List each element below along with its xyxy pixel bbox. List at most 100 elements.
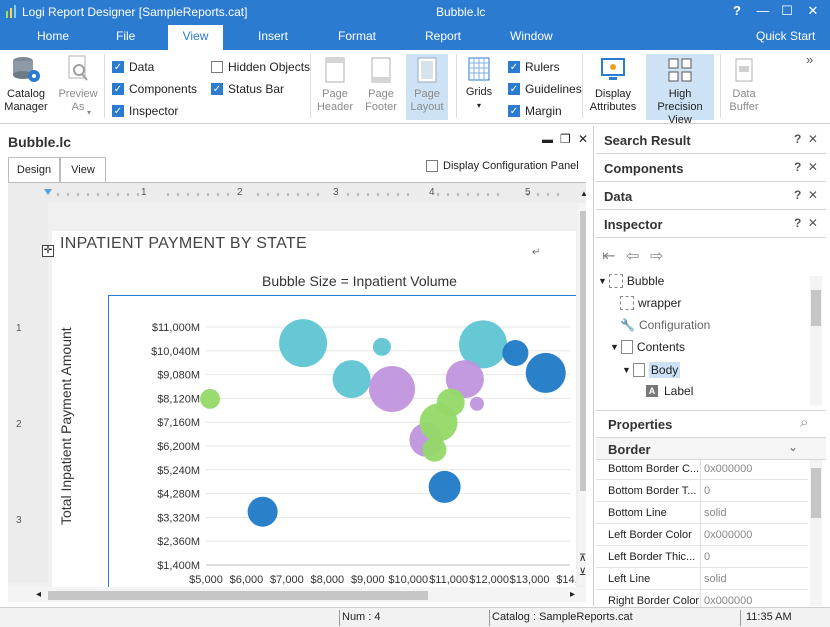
page-header-button[interactable]: Page Header — [314, 56, 356, 114]
menu-home[interactable]: Home — [37, 29, 70, 43]
forward-arrow-icon[interactable]: ⇨ — [650, 248, 664, 265]
panel-help-close-icon[interactable]: ? ✕ — [793, 160, 818, 174]
ribbon-collapse-icon[interactable]: » — [806, 52, 814, 67]
minimize-button[interactable]: — — [756, 3, 770, 18]
scroll-up-icon[interactable]: ▲ — [580, 189, 586, 198]
bubble-point[interactable] — [332, 360, 371, 399]
property-value[interactable]: 0 — [704, 485, 711, 497]
property-row[interactable]: Left Border Color 0x000000 — [596, 524, 808, 546]
property-row[interactable]: Bottom Line solid — [596, 502, 808, 524]
components-checkbox[interactable]: ✓ Components — [112, 82, 197, 96]
tree-item-body[interactable]: ▼ Body — [622, 362, 681, 378]
tree-item-contents[interactable]: ▼ Contents — [610, 340, 685, 354]
properties-scrollbar-thumb[interactable] — [811, 468, 821, 518]
grids-button[interactable]: Grids ▾ — [460, 56, 498, 112]
horizontal-scrollbar[interactable]: ◂ ▸ — [8, 587, 586, 602]
design-canvas[interactable]: 1 2 3 4 5 1 2 3 ✛ INPATIENT PAYMENT BY S… — [8, 182, 586, 602]
search-result-panel-header[interactable]: Search Result ? ✕ — [596, 126, 826, 154]
maximize-button[interactable]: ☐ — [781, 3, 793, 18]
scroll-left-icon[interactable]: ◂ — [36, 589, 42, 600]
chart-selection-box[interactable] — [108, 295, 576, 589]
menu-insert[interactable]: Insert — [258, 29, 289, 43]
inspector-checkbox[interactable]: ✓ Inspector — [112, 104, 178, 118]
data-checkbox[interactable]: ✓ Data — [112, 60, 154, 74]
scroll-page-up-icon[interactable]: ⊼ — [579, 553, 586, 564]
tree-item-label-node[interactable]: A Label — [646, 384, 693, 398]
property-value[interactable]: 0 — [704, 551, 711, 563]
property-value[interactable]: 0x000000 — [704, 529, 753, 541]
bubble-point[interactable] — [445, 360, 484, 399]
bubble-chart[interactable]: $11,000M $10,040M $9,080M $8,120M $7,160M $6,… — [52, 231, 576, 589]
search-icon[interactable]: ⌕ — [800, 414, 809, 431]
bubble-point[interactable] — [372, 337, 391, 356]
tab-view[interactable]: View — [60, 157, 106, 183]
menu-file[interactable]: File — [116, 29, 136, 43]
margin-checkbox[interactable]: ✓ Margin — [508, 104, 562, 118]
bubble-point[interactable] — [279, 319, 328, 368]
property-row[interactable]: Left Border Thic... 0 — [596, 546, 808, 568]
page-footer-button[interactable]: Page Footer — [360, 56, 402, 114]
preview-as-button[interactable]: Preview As ▾ — [54, 54, 102, 117]
bubble-point[interactable] — [422, 437, 447, 462]
data-panel-header[interactable]: Data ? ✕ — [596, 182, 826, 210]
menu-report[interactable]: Report — [425, 29, 462, 43]
close-button[interactable]: ✕ — [807, 3, 819, 18]
move-handle-icon[interactable]: ✛ — [42, 245, 54, 257]
panel-minimize-icon[interactable]: ▬ — [542, 134, 553, 146]
bubble-point[interactable] — [469, 396, 484, 411]
data-buffer-button[interactable]: Data Buffer — [724, 56, 764, 114]
property-row[interactable]: Bottom Border T... 0 — [596, 480, 808, 502]
border-category-header[interactable]: Border ⌄ — [596, 438, 826, 460]
tab-design[interactable]: Design — [8, 157, 60, 183]
bubble-point[interactable] — [247, 496, 278, 527]
tree-item-configuration[interactable]: 🔧 Configuration — [620, 318, 710, 332]
inspector-panel-header[interactable]: Inspector ? ✕ — [596, 210, 826, 238]
menu-format[interactable]: Format — [338, 29, 377, 43]
rulers-checkbox[interactable]: ✓ Rulers — [508, 60, 560, 74]
vertical-scrollbar-thumb[interactable] — [580, 211, 586, 491]
bubble-point[interactable] — [200, 388, 221, 409]
bubble-point[interactable] — [369, 365, 416, 412]
property-value[interactable]: 0x000000 — [704, 463, 753, 475]
tree-item-wrapper[interactable]: wrapper — [620, 296, 681, 310]
properties-scrollbar[interactable] — [810, 460, 822, 606]
property-value[interactable]: solid — [704, 507, 727, 519]
page-layout-button[interactable]: Page Layout — [406, 54, 448, 120]
bubble-point[interactable] — [419, 403, 458, 442]
tree-scrollbar-thumb[interactable] — [811, 290, 821, 326]
panel-close-icon[interactable]: ✕ — [578, 132, 589, 146]
panel-restore-icon[interactable]: ❐ — [560, 132, 571, 146]
hidden-objects-checkbox[interactable]: Hidden Objects — [211, 60, 310, 74]
status-bar-checkbox[interactable]: ✓ Status Bar — [211, 82, 284, 96]
horizontal-scrollbar-thumb[interactable] — [48, 591, 428, 600]
panel-help-close-icon[interactable]: ? ✕ — [793, 132, 818, 146]
help-button[interactable]: ? — [733, 3, 741, 18]
catalog-manager-button[interactable]: Catalog Manager — [2, 54, 50, 114]
report-title[interactable]: INPATIENT PAYMENT BY STATE — [60, 235, 307, 252]
bubble-point[interactable] — [502, 340, 529, 367]
display-configuration-panel-checkbox[interactable]: Display Configuration Panel — [426, 160, 579, 172]
panel-help-close-icon[interactable]: ? ✕ — [793, 188, 818, 202]
first-arrow-icon[interactable]: ⇤ — [602, 248, 616, 265]
panel-help-close-icon[interactable]: ? ✕ — [793, 216, 818, 230]
components-panel-header[interactable]: Components ? ✕ — [596, 154, 826, 182]
property-value[interactable]: 0x000000 — [704, 595, 753, 607]
collapse-icon[interactable]: ⌄ — [788, 440, 799, 454]
guidelines-checkbox[interactable]: ✓ Guidelines — [508, 82, 582, 96]
property-value[interactable]: solid — [704, 573, 727, 585]
quick-start-link[interactable]: Quick Start — [756, 29, 816, 43]
property-row[interactable]: Left Line solid — [596, 568, 808, 590]
menu-view[interactable]: View — [168, 25, 223, 50]
bubble-point[interactable] — [525, 352, 566, 393]
scroll-right-icon[interactable]: ▸ — [570, 589, 576, 600]
scroll-page-down-icon[interactable]: ⊻ — [579, 567, 586, 578]
property-row[interactable]: Bottom Border C... 0x000000 — [596, 458, 808, 480]
bubble-point[interactable] — [428, 470, 461, 503]
menu-window[interactable]: Window — [510, 29, 553, 43]
tree-scrollbar[interactable] — [810, 276, 822, 406]
back-arrow-icon[interactable]: ⇦ — [626, 248, 640, 265]
tree-item-bubble[interactable]: ▼ Bubble — [598, 274, 664, 288]
report-page[interactable]: ✛ INPATIENT PAYMENT BY STATE ↵ Bubble Si… — [42, 231, 576, 589]
vertical-scrollbar[interactable]: ▲ ⊼ ⊻ — [578, 189, 586, 585]
display-attributes-button[interactable]: Display Attributes — [586, 56, 640, 114]
